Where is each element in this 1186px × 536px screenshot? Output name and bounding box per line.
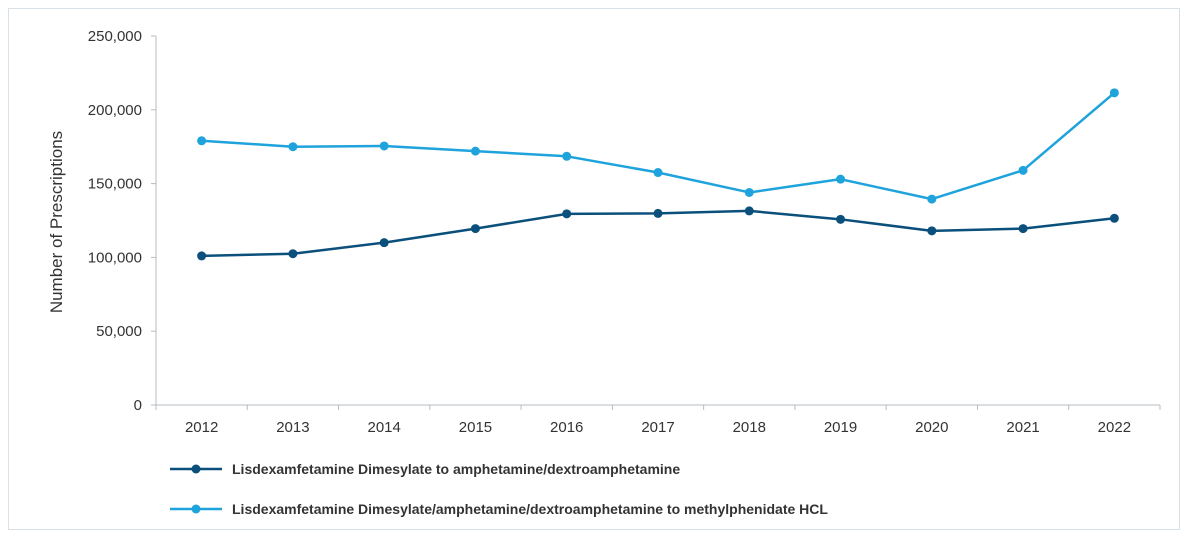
series-1: [197, 206, 1119, 261]
data-point: [744, 187, 754, 197]
y-tick-label: 50,000: [96, 323, 142, 340]
x-tick-label: 2014: [367, 419, 400, 436]
data-point: [470, 224, 480, 234]
legend-item-1: Lisdexamfetamine Dimesylate to amphetami…: [170, 461, 680, 477]
series-layer: [197, 88, 1119, 261]
x-tick-label: 2017: [641, 419, 674, 436]
data-point: [562, 209, 572, 219]
series-line: [201, 91, 1116, 201]
x-tick-label: 2015: [459, 419, 492, 436]
y-tick-label: 150,000: [88, 176, 142, 193]
x-tick-label: 2020: [915, 419, 948, 436]
x-tick-labels: 2012 2013 2014 2015 2016 2017 2018 2019 2020 2021…: [185, 419, 1131, 436]
legend-item-2: Lisdexamfetamine Dimesylate/amphetamine/…: [170, 501, 828, 517]
x-tick-label: 2012: [185, 419, 218, 436]
legend-swatch-marker: [191, 464, 201, 474]
y-tick-label: 100,000: [88, 249, 142, 266]
data-point: [1018, 165, 1028, 175]
data-point: [653, 208, 663, 218]
data-point: [836, 174, 846, 184]
y-tick-label: 250,000: [88, 28, 142, 45]
y-tick-label: 0: [134, 397, 142, 414]
chart-frame: [8, 8, 1180, 530]
x-tick-label: 2016: [550, 419, 583, 436]
data-point: [288, 249, 298, 259]
legend-label: Lisdexamfetamine Dimesylate to amphetami…: [232, 461, 680, 477]
x-tick-label: 2013: [276, 419, 309, 436]
data-point: [197, 251, 207, 261]
data-point: [653, 168, 663, 178]
y-tick-label: 200,000: [88, 102, 142, 119]
data-point: [288, 142, 298, 152]
x-tick-label: 2021: [1006, 419, 1039, 436]
series-2: [197, 88, 1119, 204]
data-point: [836, 214, 846, 224]
x-tick-label: 2018: [733, 419, 766, 436]
x-tick-label: 2019: [824, 419, 857, 436]
data-point: [470, 146, 480, 156]
data-point: [197, 136, 207, 146]
y-tick-labels: 0 50,000 100,000 150,000 200,000 250,000: [88, 28, 142, 414]
y-axis-label: Number of Prescriptions: [47, 131, 66, 313]
legend-swatch-marker: [191, 504, 201, 514]
data-point: [379, 238, 389, 248]
legend: Lisdexamfetamine Dimesylate to amphetami…: [170, 461, 828, 517]
legend-label: Lisdexamfetamine Dimesylate/amphetamine/…: [232, 501, 828, 517]
axes: [151, 35, 1161, 410]
data-point: [562, 151, 572, 161]
data-point: [379, 141, 389, 151]
data-point: [927, 226, 937, 236]
data-point: [1018, 224, 1028, 234]
x-tick-label: 2022: [1098, 419, 1131, 436]
data-point: [927, 194, 937, 204]
data-point: [744, 206, 754, 216]
data-point: [1109, 213, 1119, 223]
data-point: [1109, 88, 1119, 98]
